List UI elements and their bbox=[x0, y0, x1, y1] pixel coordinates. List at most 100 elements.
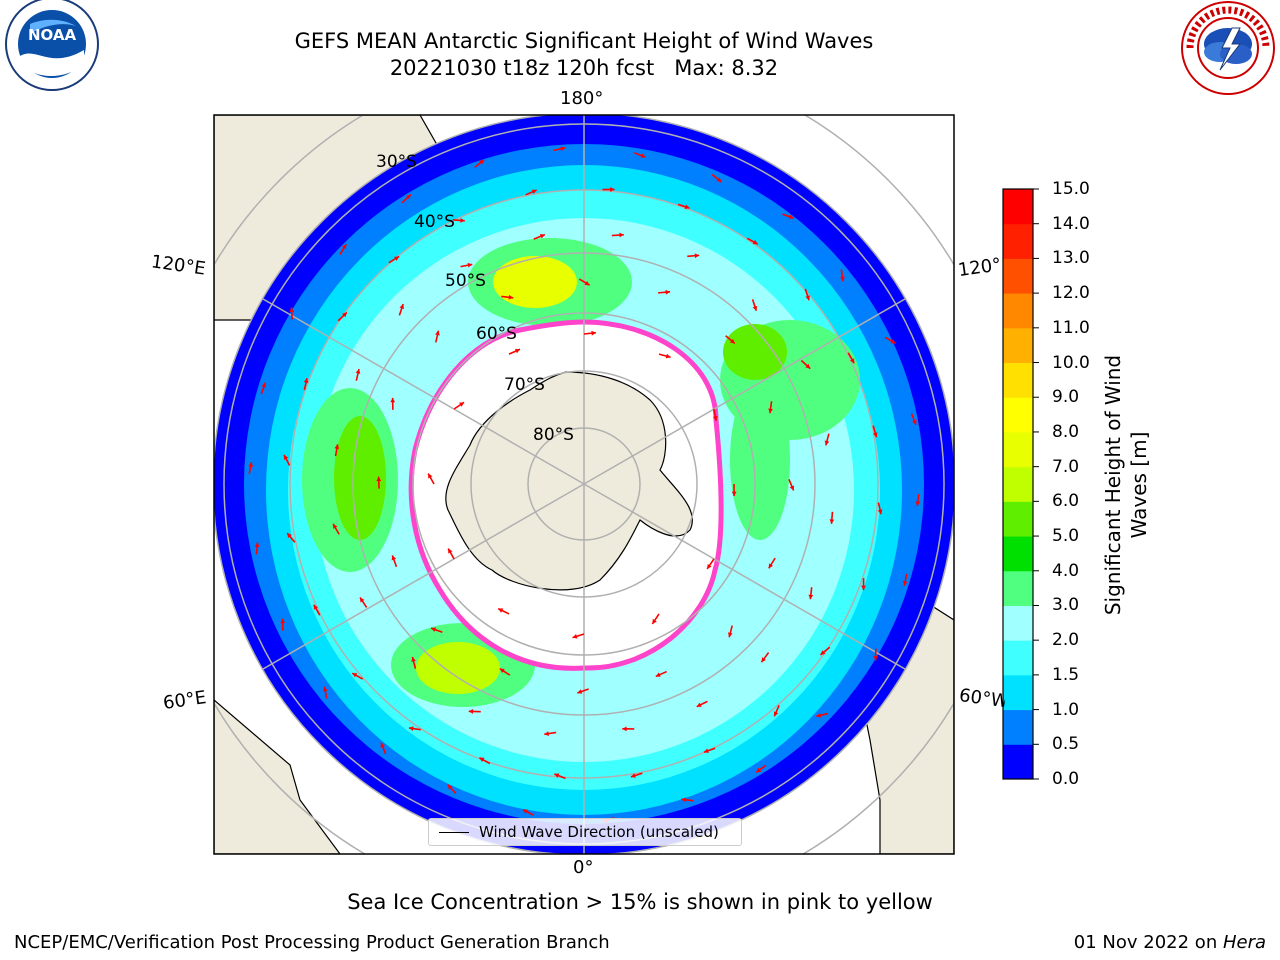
colorbar-tick-label: 0.0 bbox=[1052, 769, 1080, 789]
wave-arrow-head bbox=[712, 416, 718, 421]
wave-arrow-head bbox=[808, 594, 814, 600]
wave-arrow-head bbox=[531, 189, 537, 194]
wave-arrow-head bbox=[394, 256, 400, 261]
wave-arrow-head bbox=[789, 485, 795, 491]
wave-arrow-head bbox=[756, 767, 762, 773]
colorbar-cell bbox=[1003, 709, 1033, 745]
colorbar-cell bbox=[1003, 397, 1033, 433]
wave-arrow-head bbox=[577, 689, 583, 694]
wave-arrow-head bbox=[773, 711, 779, 717]
wave-arrow-head bbox=[428, 473, 433, 479]
wave-arrow-head bbox=[872, 432, 878, 438]
wave-arrow-head bbox=[467, 262, 473, 268]
wave-arrow-head bbox=[468, 709, 474, 714]
wave-arrow-head bbox=[406, 194, 411, 200]
wave-arrow-head bbox=[703, 748, 709, 754]
wave-arrow-head bbox=[861, 585, 866, 591]
wave-arrow-head bbox=[572, 634, 578, 639]
wave-arrow-head bbox=[619, 232, 624, 238]
lat-label-60s: 60°S bbox=[476, 324, 517, 344]
wave-arrow-head bbox=[731, 491, 737, 496]
colorbar-tick-label: 4.0 bbox=[1052, 560, 1080, 581]
wave-arrow-head bbox=[752, 305, 758, 311]
wave-arrow-head bbox=[352, 673, 358, 678]
wave-arrow-head bbox=[248, 462, 254, 467]
map-frame bbox=[213, 114, 955, 855]
colorbar-cell bbox=[1003, 501, 1033, 537]
wave-arrow-head bbox=[447, 784, 453, 790]
storm-patch-indian-west-core bbox=[334, 416, 386, 540]
lat-label-70s: 70°S bbox=[504, 375, 545, 395]
wave-arrow-head bbox=[333, 523, 338, 529]
map-legend: Wind Wave Direction (unscaled) bbox=[428, 818, 742, 846]
colorbar-tick-label: 14.0 bbox=[1052, 213, 1090, 234]
storm-patch-indian-core bbox=[416, 642, 500, 694]
wave-arrow-head bbox=[805, 363, 811, 369]
wave-direction-arrows bbox=[248, 146, 921, 823]
credit-machine: Hera bbox=[1222, 932, 1266, 953]
wave-arrow-head bbox=[539, 234, 545, 239]
lon-label-0: 0° bbox=[573, 857, 594, 878]
storm-patch-east-2 bbox=[730, 380, 790, 540]
wave-arrow-head bbox=[334, 444, 340, 450]
wave-arrow-head bbox=[508, 294, 514, 300]
colorbar-cell bbox=[1003, 362, 1033, 398]
colorbar-tick-label: 10.0 bbox=[1052, 352, 1090, 373]
wave-arrow-head bbox=[788, 214, 794, 220]
wave-arrow-head bbox=[816, 712, 822, 718]
colorbar-cell bbox=[1003, 640, 1033, 676]
wave-arrow-head bbox=[448, 548, 453, 554]
wave-arrow-head bbox=[514, 348, 520, 354]
colorbar-tick-label: 2.0 bbox=[1052, 630, 1080, 651]
colorbar-title-line1: Significant Height of Wind bbox=[1101, 354, 1125, 616]
wave-arrow-head bbox=[376, 476, 382, 482]
lat-label-50s: 50°S bbox=[445, 271, 486, 291]
wave-arrow-head bbox=[360, 597, 365, 603]
lat-label-80s: 80°S bbox=[533, 425, 574, 445]
colorbar-cell bbox=[1003, 536, 1033, 572]
wave-arrow-head bbox=[522, 809, 528, 814]
wave-arrow-head bbox=[820, 650, 826, 655]
wave-arrow-head bbox=[681, 797, 687, 803]
wave-arrow-head bbox=[824, 440, 830, 446]
storm-patch-east-core bbox=[723, 324, 787, 380]
colorbar-frame bbox=[1002, 188, 1034, 780]
wave-arrow-head bbox=[873, 656, 879, 661]
wave-arrow-head bbox=[280, 618, 286, 624]
colorbar-tick-label: 5.0 bbox=[1052, 526, 1080, 547]
wave-arrow-head bbox=[652, 618, 657, 624]
wave-arrow-head bbox=[303, 378, 309, 384]
wave-arrow-head bbox=[289, 307, 295, 313]
colorbar-cell bbox=[1003, 258, 1033, 294]
colorbar-cell bbox=[1003, 431, 1033, 468]
wave-arrow-head bbox=[768, 408, 773, 414]
wave-arrow-head bbox=[431, 627, 437, 632]
wave-arrow-head bbox=[459, 402, 465, 407]
colorbar bbox=[1003, 189, 1033, 780]
wave-arrow-head bbox=[544, 731, 549, 736]
wave-arrow-head bbox=[560, 146, 566, 152]
wave-arrow-head bbox=[584, 280, 590, 286]
colorbar-tick-label: 1.0 bbox=[1052, 699, 1080, 720]
wave-arrow-head bbox=[591, 330, 596, 336]
wave-arrow-head bbox=[622, 726, 627, 732]
colorbar-title: Significant Height of Wind Waves [m] bbox=[1100, 325, 1160, 645]
wave-arrow-head bbox=[665, 353, 671, 359]
wave-arrow-head bbox=[554, 773, 560, 778]
legend-label: Wind Wave Direction (unscaled) bbox=[479, 823, 719, 841]
antarctica-land bbox=[445, 371, 693, 591]
legend-line-sample bbox=[439, 832, 469, 833]
wave-arrow-head bbox=[355, 369, 361, 374]
wave-arrow-head bbox=[665, 289, 671, 295]
colorbar-tick-label: 11.0 bbox=[1052, 317, 1090, 338]
noaa-logo: NOAA bbox=[5, 0, 99, 91]
colorbar-cell bbox=[1003, 293, 1033, 329]
colorbar-tick-label: 15.0 bbox=[1052, 179, 1090, 199]
storm-patch-pacific-core bbox=[493, 256, 577, 308]
wave-arrow-head bbox=[435, 330, 440, 336]
wave-arrow-head bbox=[684, 204, 690, 210]
wave-arrow-head bbox=[322, 686, 328, 692]
credit-branch: NCEP/EMC/Verification Post Processing Pr… bbox=[14, 932, 610, 953]
colorbar-cell bbox=[1003, 674, 1033, 711]
colorbar-tick-label: 0.5 bbox=[1052, 734, 1080, 755]
